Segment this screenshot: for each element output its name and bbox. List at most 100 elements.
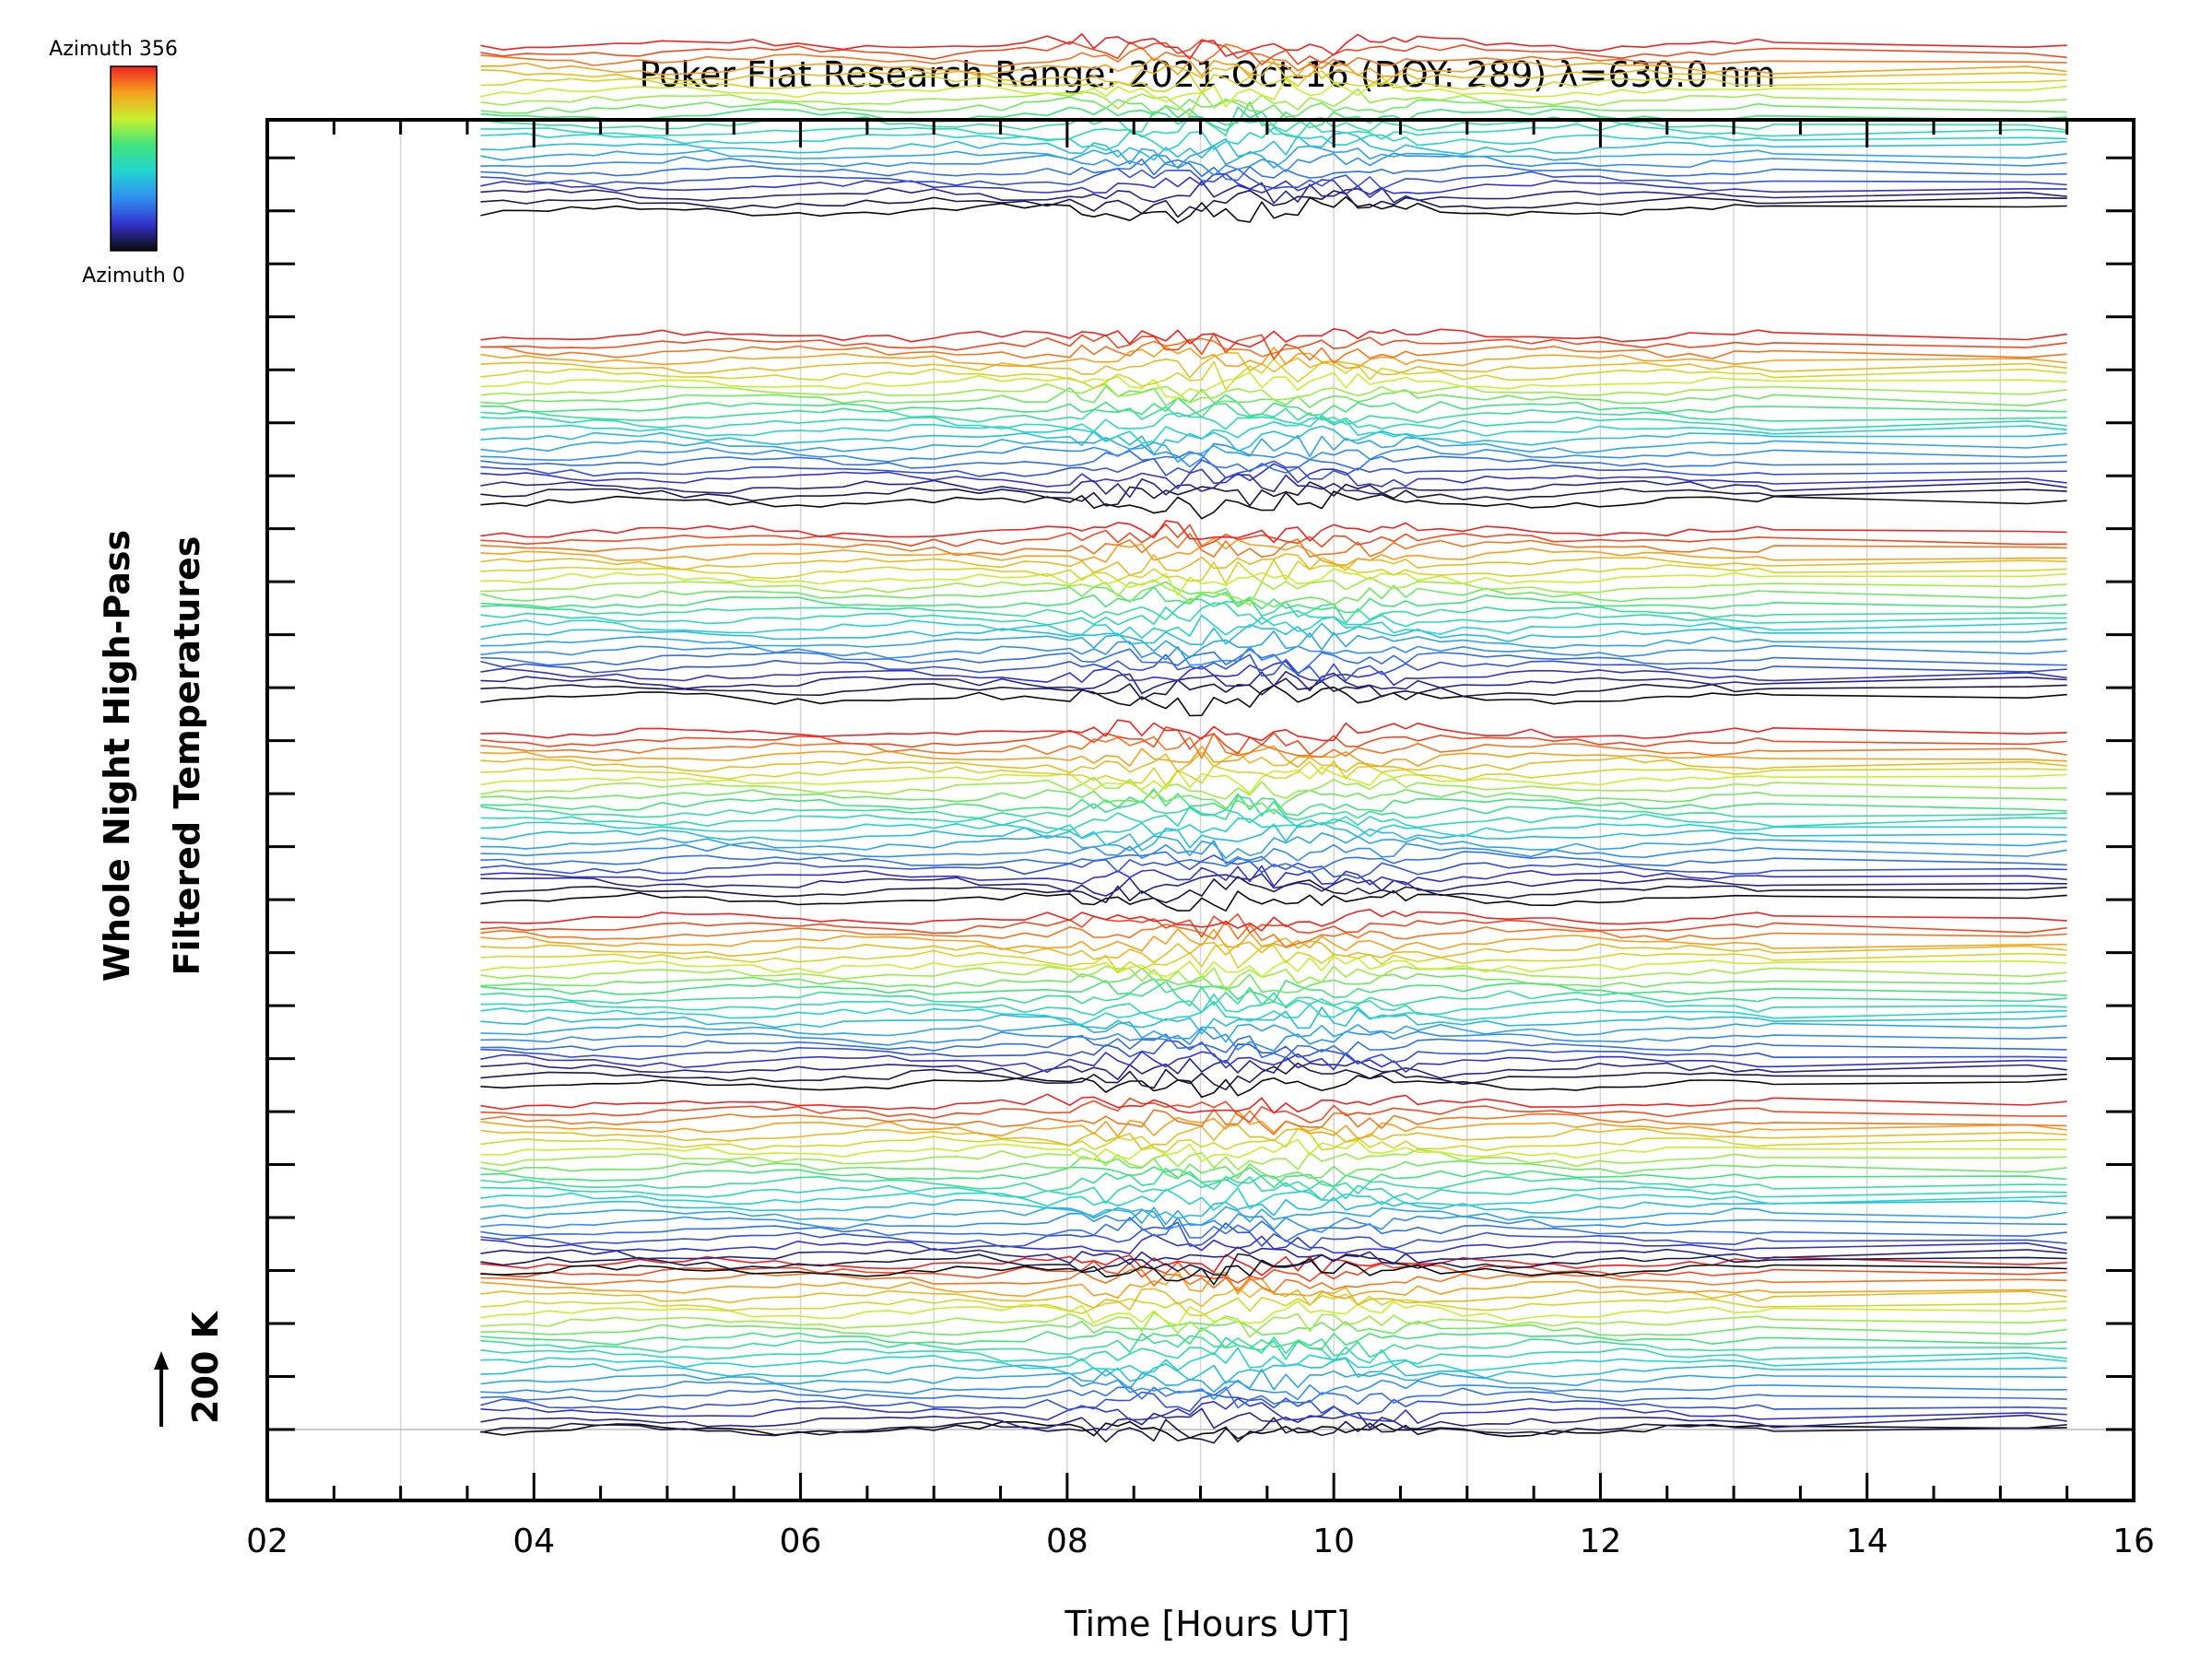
series-line <box>480 876 2067 904</box>
series-line <box>480 434 2067 464</box>
series-line <box>480 889 2067 912</box>
colorbar-gradient <box>110 65 158 252</box>
series-line <box>480 1166 2067 1189</box>
x-tick-label: 06 <box>780 1523 822 1560</box>
series-line <box>480 1040 2067 1065</box>
series-line <box>480 358 2067 391</box>
series-line <box>480 385 2067 408</box>
colorbar-top-label: Azimuth 356 <box>49 38 178 61</box>
series-line <box>480 1110 2067 1140</box>
series-line <box>480 181 2067 205</box>
series-line <box>480 648 2067 676</box>
series-line <box>480 1006 2067 1035</box>
series-line <box>480 581 2067 608</box>
series-line <box>480 1124 2067 1150</box>
series-line <box>480 1336 2067 1367</box>
temperature-scale-indicator: 200 K <box>154 1310 226 1427</box>
series-line <box>480 70 2067 94</box>
series-line <box>480 1320 2067 1337</box>
series-line <box>480 670 2067 695</box>
series-line <box>480 920 2067 948</box>
x-tick-label: 08 <box>1046 1523 1088 1560</box>
series-line <box>480 1358 2067 1384</box>
series-line <box>480 840 2067 865</box>
series-line <box>480 912 2067 938</box>
y-axis-label-line-1: Whole Night High-Pass <box>97 530 137 982</box>
series-line <box>480 196 2067 224</box>
series-line <box>480 425 2067 455</box>
series-line <box>480 132 2067 161</box>
series-line <box>480 1051 2067 1073</box>
series-line <box>480 126 2067 152</box>
series-line <box>480 602 2067 629</box>
series-line <box>480 1420 2067 1442</box>
series-line <box>480 1147 2067 1171</box>
series-line <box>480 39 2067 65</box>
series-line <box>480 417 2067 444</box>
series-line <box>480 327 2067 348</box>
series-line <box>480 553 2067 576</box>
series-line <box>480 1270 2067 1300</box>
series-line <box>480 1293 2067 1317</box>
series-line <box>480 1312 2067 1338</box>
series-line <box>480 865 2067 888</box>
series-line <box>480 524 2067 548</box>
azimuth-colorbar: Azimuth 356 Azimuth 0 <box>49 38 185 288</box>
series-line <box>480 1093 2067 1114</box>
series-line <box>480 760 2067 787</box>
series-line <box>480 1167 2067 1194</box>
series-line <box>480 1221 2067 1252</box>
y-axis-label: Whole Night High-Pass Filtered Temperatu… <box>97 530 207 982</box>
series-line <box>480 818 2067 840</box>
series-line <box>480 806 2067 831</box>
series-line <box>480 750 2067 774</box>
series-line <box>480 42 2067 72</box>
series-line <box>480 442 2067 468</box>
x-tick-label: 04 <box>512 1523 555 1560</box>
series-line <box>480 1097 2067 1124</box>
series-line <box>480 145 2067 169</box>
scale-label: 200 K <box>185 1310 226 1424</box>
series-lines <box>480 33 2067 1444</box>
series-line <box>480 943 2067 973</box>
series-line <box>480 1253 2067 1277</box>
series-line <box>480 677 2067 700</box>
axis-ticks <box>265 120 2136 1500</box>
series-line <box>480 412 2067 433</box>
series-line <box>480 936 2067 963</box>
series-line <box>480 1369 2067 1394</box>
series-line <box>480 1206 2067 1227</box>
plot-area <box>267 33 2134 1444</box>
series-line <box>480 394 2067 418</box>
series-line <box>480 346 2067 370</box>
series-line <box>480 992 2067 1017</box>
series-line <box>480 1253 2067 1277</box>
series-line <box>480 831 2067 860</box>
series-line <box>480 766 2067 794</box>
series-line <box>480 490 2067 520</box>
series-line <box>480 653 2067 682</box>
series-line <box>480 1028 2067 1053</box>
x-tick-labels: 02 04 06 08 10 12 14 16 <box>246 1523 2155 1560</box>
series-line <box>480 967 2067 994</box>
series-line <box>480 597 2067 624</box>
series-line <box>480 732 2067 759</box>
x-tick-label: 10 <box>1312 1523 1355 1560</box>
series-line <box>480 795 2067 821</box>
series-line <box>480 1376 2067 1401</box>
series-line <box>480 78 2067 108</box>
series-line <box>480 371 2067 399</box>
series-line <box>480 821 2067 852</box>
series-line <box>480 520 2067 544</box>
series-line <box>480 60 2067 87</box>
series-line <box>480 1196 2067 1220</box>
series-line <box>480 351 2067 379</box>
series-line <box>480 101 2067 129</box>
series-line <box>480 537 2067 567</box>
series-line <box>480 1156 2067 1180</box>
series-line <box>480 1246 2067 1265</box>
series-line <box>480 474 2067 499</box>
series-line <box>480 965 2067 992</box>
series-line <box>480 1327 2067 1349</box>
